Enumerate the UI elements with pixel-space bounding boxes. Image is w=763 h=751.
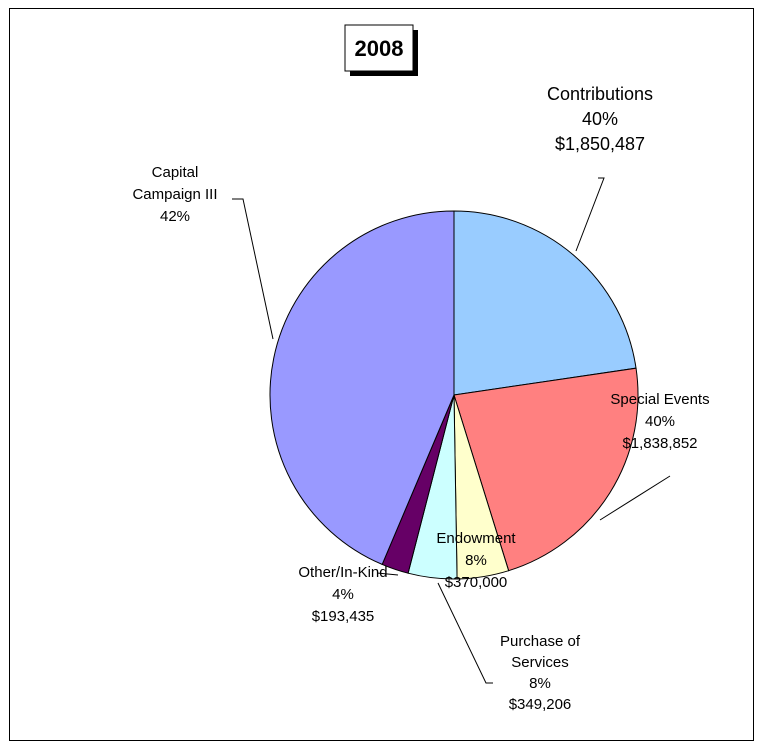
data-label-endowment-percent: 8% — [465, 552, 487, 569]
leader-line-contributions — [575, 177, 605, 252]
data-label-endowment-amount: $370,000 — [445, 574, 508, 591]
pie-slice-capital-campaign-iii — [269, 210, 455, 566]
leader-line-special-events — [599, 475, 671, 521]
data-label-other-in-kind-amount: $193,435 — [312, 608, 375, 625]
data-label-special-events-percent: 40% — [645, 413, 675, 430]
data-label-purchase-of-services-percent: 8% — [529, 675, 551, 692]
data-label-purchase-of-services-name-1: Purchase of — [500, 633, 581, 650]
data-label-contributions-percent: 40% — [582, 109, 618, 129]
title-box — [344, 24, 414, 72]
data-label-special-events-amount: $1,838,852 — [622, 435, 697, 452]
data-label-special-events-name: Special Events — [610, 391, 709, 408]
leader-line-capital-campaign-iii — [232, 198, 274, 340]
leader-line-other-in-kind — [376, 572, 399, 576]
leader-line-purchase-of-services — [437, 582, 493, 684]
data-label-other-in-kind-name: Other/In-Kind — [298, 564, 387, 581]
data-label-purchase-of-services-amount: $349,206 — [509, 696, 572, 713]
data-label-purchase-of-services-name-2: Services — [511, 654, 569, 671]
data-label-contributions-amount: $1,850,487 — [555, 134, 645, 154]
data-label-endowment-name: Endowment — [436, 530, 516, 547]
data-label-capital-campaign-iii-name-2: Campaign III — [132, 186, 217, 203]
pie-slice-contributions — [453, 210, 637, 396]
data-label-capital-campaign-iii-name-1: Capital — [152, 164, 199, 181]
chart-title: 2008 — [355, 36, 404, 61]
data-label-contributions-name: Contributions — [547, 84, 653, 104]
data-label-other-in-kind-percent: 4% — [332, 586, 354, 603]
data-label-capital-campaign-iii-percent: 42% — [160, 208, 190, 225]
pie-slice-special-events — [453, 367, 639, 572]
